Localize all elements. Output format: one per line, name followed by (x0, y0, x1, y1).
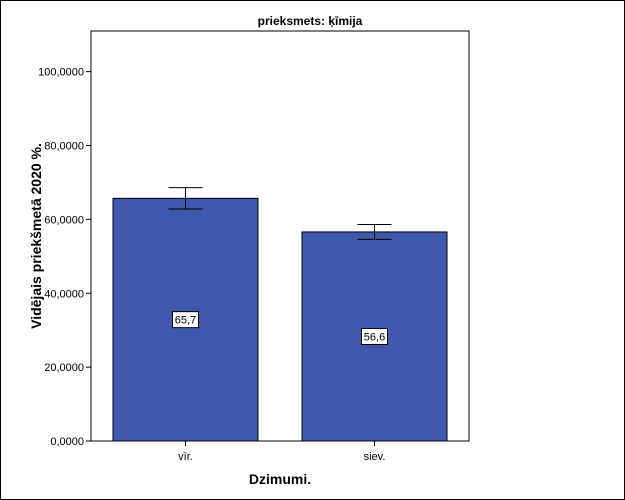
data-label-0: 65,7 (175, 315, 196, 327)
data-label-1: 56,6 (364, 331, 385, 343)
x-axis-title: Dzimumi. (249, 471, 311, 487)
y-axis: 0,0000 20,0000 40,0000 60,0000 80,0000 100,00… (38, 67, 91, 448)
y-tick-label: 0,0000 (50, 436, 84, 448)
y-tick-label: 80,0000 (44, 141, 84, 153)
data-label-box-0 (172, 311, 199, 329)
y-tick-label: 60,0000 (44, 214, 84, 226)
y-axis-title: Vidējais priekšmetā 2020 %. (28, 143, 44, 329)
y-tick-label: 20,0000 (44, 362, 84, 374)
y-tick-label: 100,0000 (38, 67, 84, 79)
data-label-box-1 (361, 327, 388, 345)
x-tick-label-0: vīr. (178, 451, 193, 463)
x-tick-label-1: siev. (364, 451, 386, 463)
x-axis: vīr. siev. (178, 441, 385, 463)
chart-title: prieksmets: ķīmija (258, 14, 363, 28)
y-tick-label: 40,0000 (44, 288, 84, 300)
bars: 65,7 56,6 (112, 187, 448, 442)
